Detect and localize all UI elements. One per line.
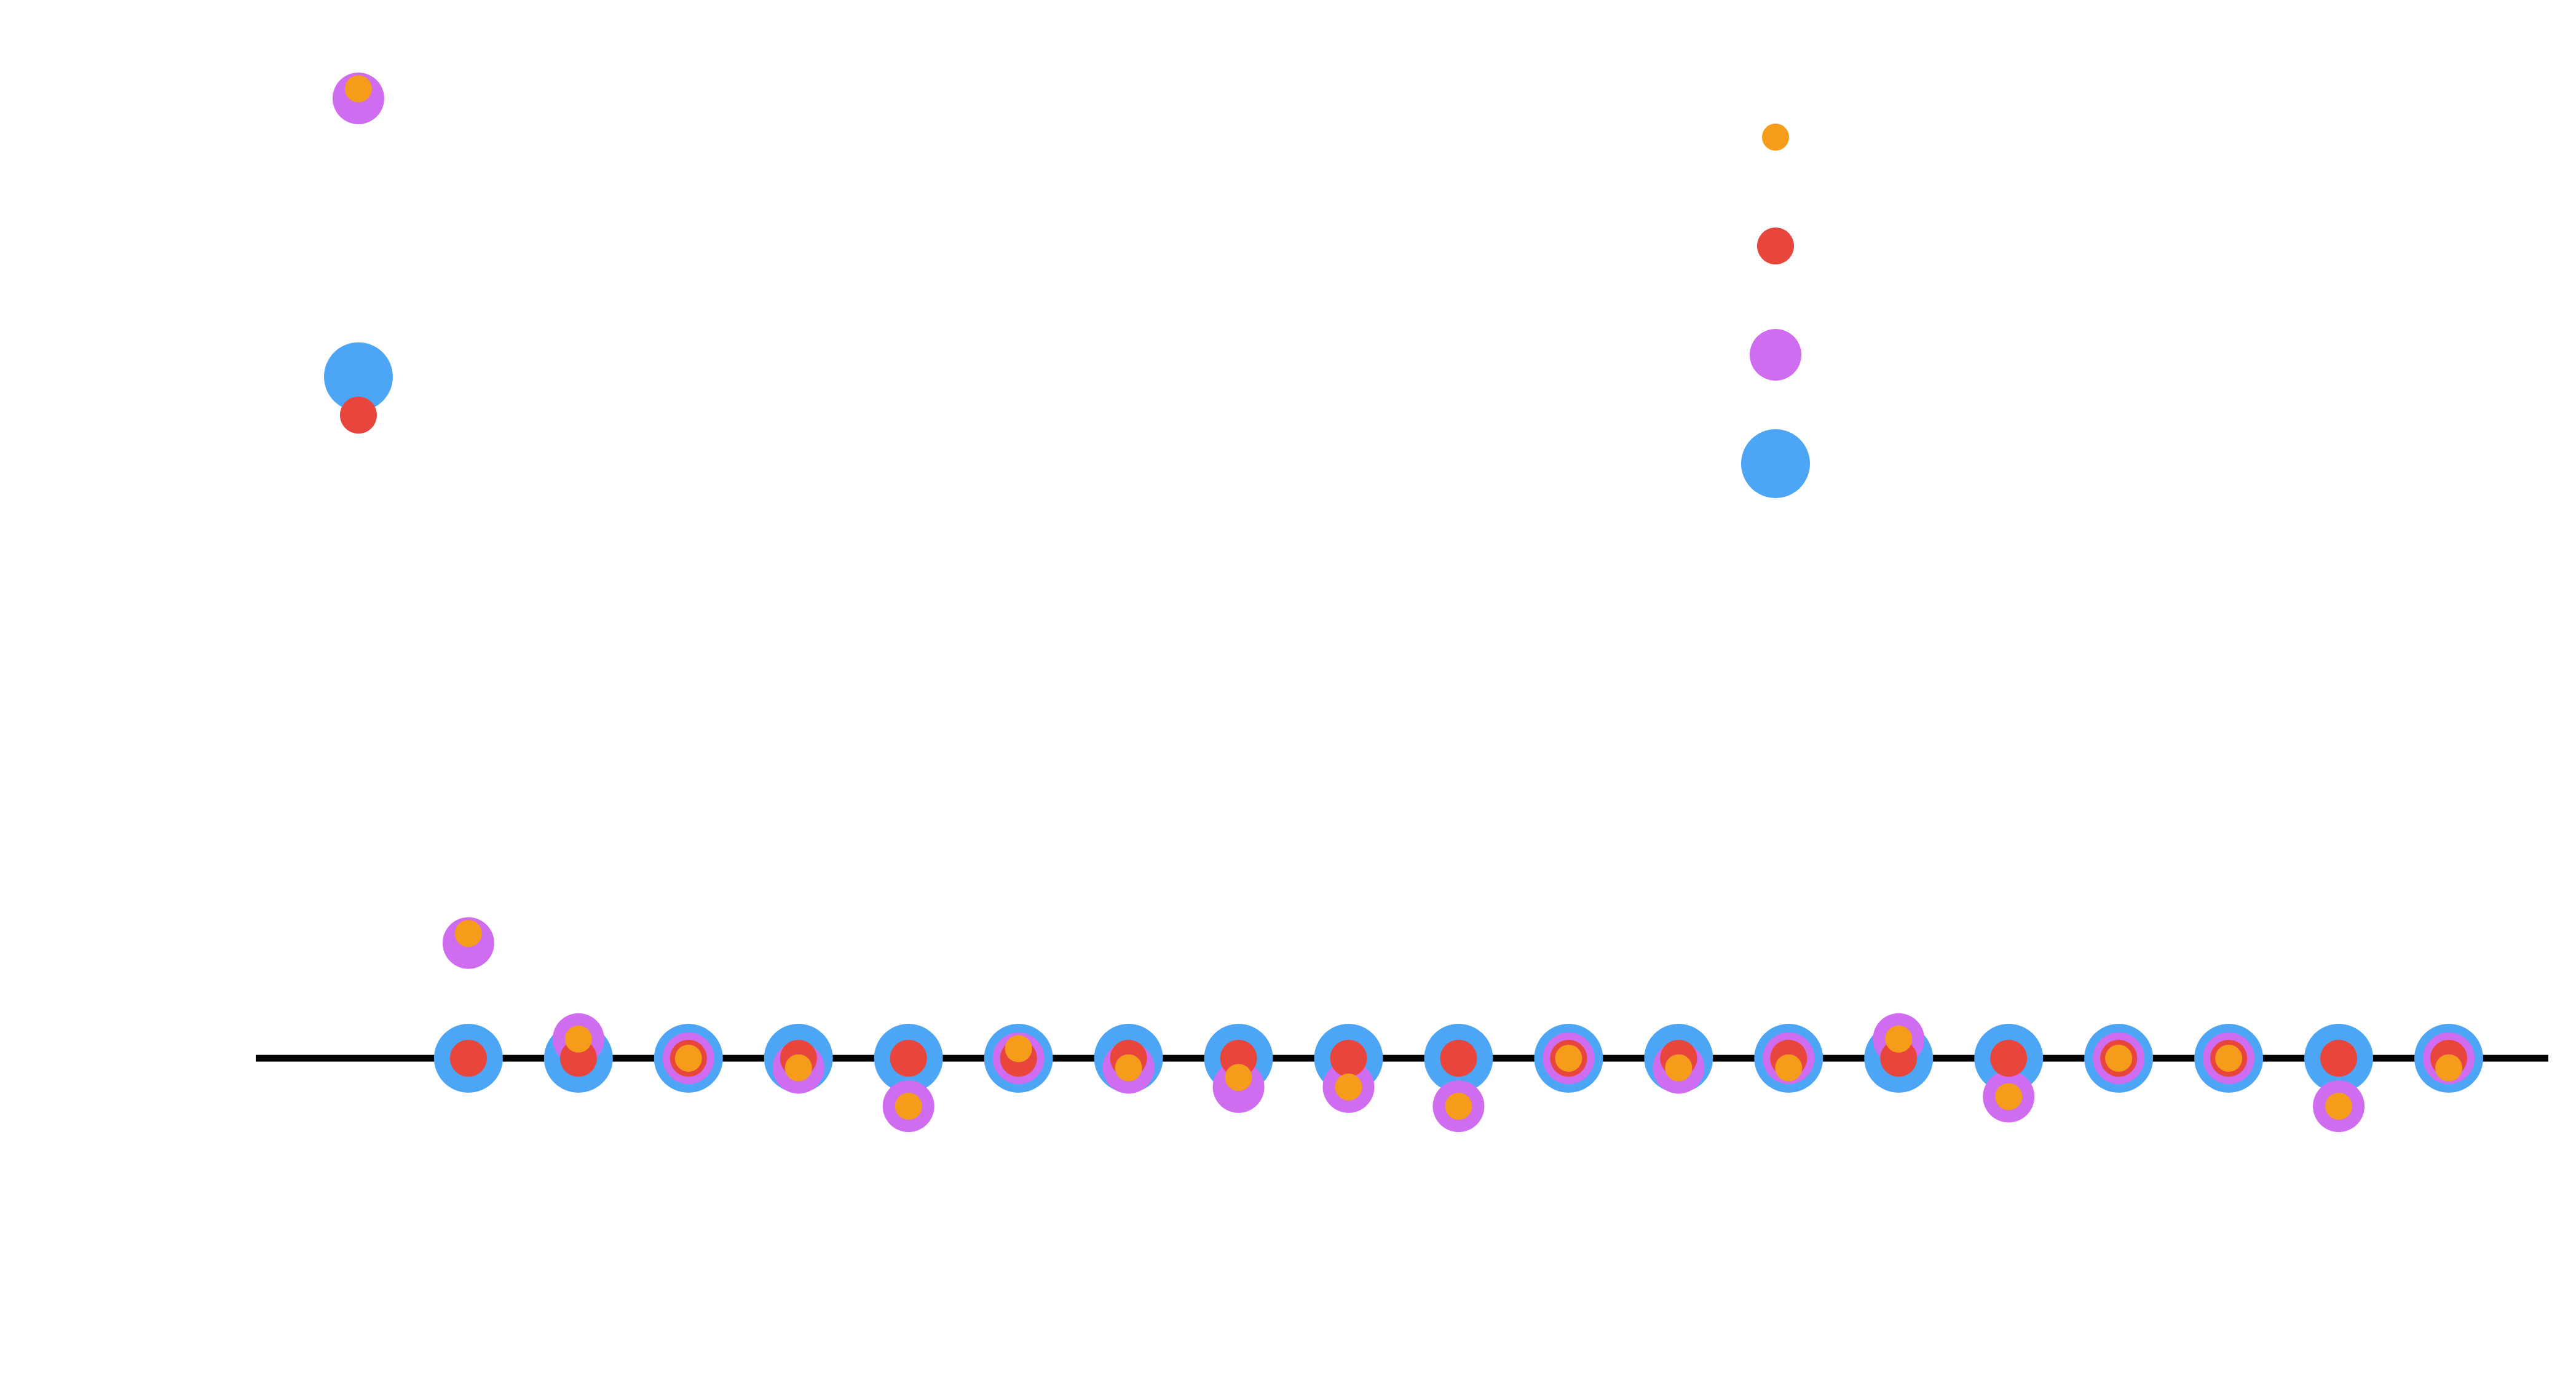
data-point <box>339 397 377 434</box>
data-point <box>449 1040 487 1077</box>
legend-marker <box>1741 429 1810 498</box>
data-point <box>1115 1054 1142 1082</box>
data-point <box>1445 1093 1472 1120</box>
data-point <box>454 920 482 948</box>
data-point <box>2215 1045 2243 1072</box>
data-point <box>784 1054 812 1082</box>
data-point <box>1220 1040 1257 1077</box>
series-2 <box>332 73 2475 1133</box>
legend-marker <box>1750 329 1801 381</box>
data-point <box>2325 1093 2353 1120</box>
data-point <box>1990 1040 2028 1077</box>
data-point <box>1440 1040 1477 1077</box>
legend <box>1741 124 1810 498</box>
data-point <box>2320 1040 2358 1077</box>
data-point <box>564 1025 592 1053</box>
data-point <box>1885 1025 1913 1053</box>
data-point <box>323 342 393 411</box>
data-point <box>1665 1054 1693 1082</box>
data-point <box>2435 1054 2462 1082</box>
data-point <box>559 1040 597 1077</box>
data-point <box>1995 1083 2023 1111</box>
data-point <box>674 1045 702 1072</box>
data-point <box>1335 1073 1362 1101</box>
data-point <box>1005 1035 1032 1063</box>
data-point <box>1775 1054 1803 1082</box>
series-1 <box>323 342 2483 1093</box>
data-point <box>890 1040 927 1077</box>
points-layer <box>323 73 2483 1133</box>
series-3 <box>339 397 2467 1077</box>
legend-marker <box>1757 228 1794 264</box>
data-point <box>1880 1040 1918 1077</box>
legend-marker <box>1762 124 1789 151</box>
data-point <box>344 75 372 103</box>
series-4 <box>344 75 2462 1120</box>
data-point <box>1330 1040 1367 1077</box>
data-point <box>1555 1045 1582 1072</box>
data-point <box>1225 1064 1252 1091</box>
data-point <box>2105 1045 2133 1072</box>
data-point <box>895 1093 922 1120</box>
